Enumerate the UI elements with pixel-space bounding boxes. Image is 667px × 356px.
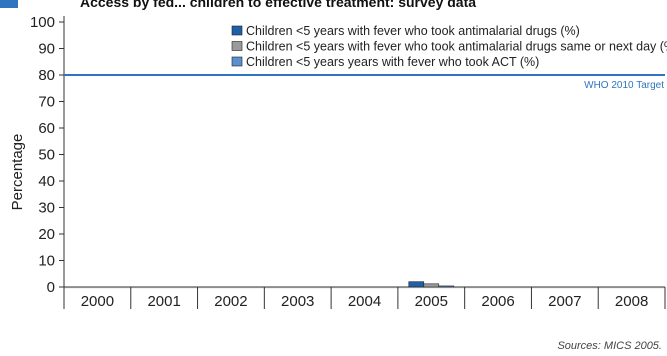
legend-swatch	[231, 41, 243, 51]
title-marker	[0, 0, 18, 8]
legend-entry: Children <5 years with fever who took an…	[246, 40, 667, 54]
x-tick-label: 2001	[147, 293, 180, 310]
y-tick-label: 40	[38, 173, 55, 190]
x-axis: 2000 2001 2002 2003 2004 2005 2006 2007 2008	[63, 286, 666, 310]
y-tick-label: 80	[38, 67, 55, 84]
y-tick-label: 20	[38, 226, 55, 243]
legend-entry: Children <5 years years with fever who t…	[246, 55, 539, 69]
y-tick-label: 70	[38, 94, 55, 111]
bar	[408, 281, 425, 288]
x-tick-label: 2008	[615, 293, 648, 310]
reference-line-group: WHO 2010 Target	[64, 74, 665, 91]
x-tick-label: 2000	[81, 293, 114, 310]
y-axis-label: Percentage	[9, 134, 26, 211]
legend: Children <5 years with fever who took an…	[231, 24, 667, 69]
x-tick-label: 2002	[214, 293, 247, 310]
y-tick-label: 0	[47, 279, 55, 296]
x-tick-label: 2003	[281, 293, 314, 310]
legend-entry: Children <5 years with fever who took an…	[246, 24, 580, 38]
y-tick-label: 60	[38, 120, 55, 137]
chart-title: Access by fed... children to effective t…	[80, 0, 476, 10]
bar	[438, 285, 455, 288]
bars	[408, 281, 455, 288]
legend-swatch	[231, 25, 243, 36]
y-axis: 0 10 20 30 40 50 60 70 80 90 100	[30, 14, 65, 296]
source-note: Sources: MICS 2005.	[557, 340, 662, 352]
x-tick-label: 2007	[548, 293, 581, 310]
x-tick-label: 2006	[481, 293, 514, 310]
x-tick-label: 2004	[348, 293, 381, 310]
x-tick-label: 2005	[415, 293, 448, 310]
y-tick-label: 90	[38, 41, 55, 58]
target-label: WHO 2010 Target	[584, 80, 664, 91]
y-tick-label: 50	[38, 147, 55, 164]
bar	[423, 283, 440, 288]
y-tick-label: 100	[30, 14, 55, 31]
legend-swatch	[231, 56, 243, 67]
y-tick-label: 30	[38, 200, 55, 217]
y-tick-label: 10	[38, 253, 55, 270]
